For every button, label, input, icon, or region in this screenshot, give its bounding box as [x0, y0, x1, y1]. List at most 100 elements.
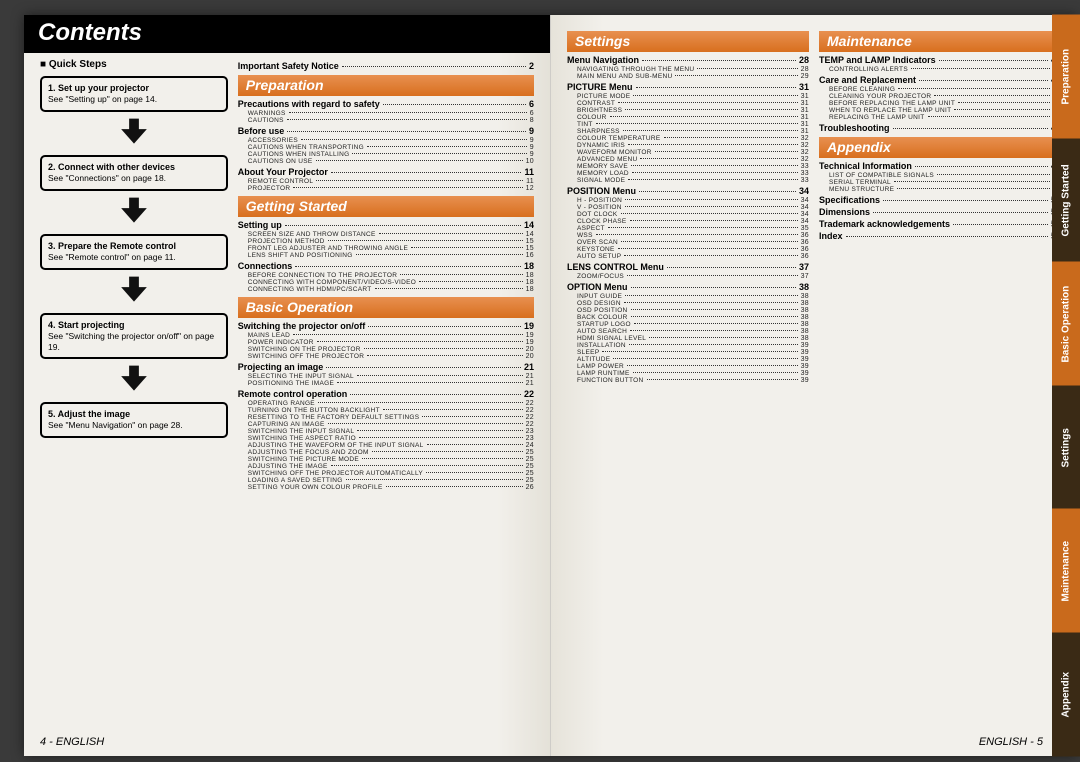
- toc-sub-entry: List of compatible signals45: [829, 172, 1061, 179]
- toc-sub-entry: Resetting to the factory default setting…: [248, 414, 534, 421]
- toc-sub-entry: Switching off the projector20: [248, 353, 534, 360]
- toc-sub-entry: OSD DESIGN38: [577, 300, 809, 307]
- toc-sub-entry: KEYSTONE36: [577, 246, 809, 253]
- toc-sub-entry: Setting your own colour profile26: [248, 484, 534, 491]
- toc-entry: About Your Projector11: [238, 167, 534, 177]
- right-toc-col2: MaintenanceTEMP and LAMP Indicators40Con…: [819, 27, 1061, 384]
- toc-sub-entry: Switching the picture mode25: [248, 456, 534, 463]
- side-tab[interactable]: Appendix: [1052, 633, 1080, 757]
- toc-entry: Dimensions52: [819, 207, 1061, 217]
- toc-sub-entry: DOT CLOCK34: [577, 211, 809, 218]
- quick-steps-title: Quick Steps: [40, 59, 228, 70]
- toc-entry: PICTURE Menu31: [567, 82, 809, 92]
- toc-entry: Projecting an image21: [238, 362, 534, 372]
- toc-sub-entry: BACK COLOUR38: [577, 314, 809, 321]
- toc-sub-entry: Screen size and throw distance14: [248, 231, 534, 238]
- contents-banner: Contents: [24, 15, 550, 53]
- footer-right: ENGLISH - 5: [979, 736, 1043, 748]
- toc-entry: Menu Navigation28: [567, 55, 809, 65]
- toc-entry: Important Safety Notice2: [238, 61, 534, 71]
- side-tab[interactable]: Settings: [1052, 386, 1080, 510]
- toc-sub-entry: INPUT GUIDE38: [577, 293, 809, 300]
- side-tab[interactable]: Preparation: [1052, 15, 1080, 139]
- toc-sub-entry: OSD POSITION38: [577, 307, 809, 314]
- toc-sub-entry: Switching the input signal23: [248, 428, 534, 435]
- toc-entry: Connections18: [238, 261, 534, 271]
- toc-sub-entry: ASPECT35: [577, 225, 809, 232]
- toc-sub-entry: CAUTIONS8: [248, 117, 534, 124]
- toc-sub-entry: Serial terminal46: [829, 179, 1061, 186]
- toc-sub-entry: Navigating through the MENU28: [577, 66, 809, 73]
- toc-sub-entry: Cautions when installing9: [248, 151, 534, 158]
- toc-sub-entry: SIGNAL MODE33: [577, 177, 809, 184]
- toc-sub-entry: ZOOM/FOCUS37: [577, 273, 809, 280]
- side-tab[interactable]: Getting Started: [1052, 139, 1080, 263]
- toc-sub-entry: Before replacing the Lamp unit42: [829, 100, 1061, 107]
- toc-sub-entry: Adjusting the focus and zoom25: [248, 449, 534, 456]
- quick-step-box: 3. Prepare the Remote controlSee "Remote…: [40, 234, 228, 270]
- side-tabs: PreparationGetting StartedBasic Operatio…: [1052, 15, 1080, 756]
- toc-sub-entry: Mains lead19: [248, 332, 534, 339]
- quick-steps-column: Quick Steps 1. Set up your projectorSee …: [40, 59, 228, 491]
- toc-sub-entry: Cleaning your projector41: [829, 93, 1061, 100]
- toc-sub-entry: TINT31: [577, 121, 809, 128]
- toc-sub-entry: Switching off the projector automaticall…: [248, 470, 534, 477]
- quick-step-box: 1. Set up your projectorSee "Setting up"…: [40, 76, 228, 112]
- toc-sub-entry: HDMI SIGNAL LEVEL38: [577, 335, 809, 342]
- footer-left: 4 - ENGLISH: [40, 736, 104, 748]
- toc-sub-entry: INSTALLATION39: [577, 342, 809, 349]
- toc-sub-entry: Before connection to the projector18: [248, 272, 534, 279]
- toc-sub-entry: When to replace the Lamp unit42: [829, 107, 1061, 114]
- toc-sub-entry: WAVEFORM MONITOR32: [577, 149, 809, 156]
- toc-sub-entry: Projection method15: [248, 238, 534, 245]
- toc-entry: Setting up14: [238, 220, 534, 230]
- toc-sub-entry: Menu structure49: [829, 186, 1061, 193]
- toc-sub-entry: COLOUR TEMPERATURE32: [577, 135, 809, 142]
- toc-sub-entry: Cautions on use10: [248, 158, 534, 165]
- toc-entry: Troubleshooting44: [819, 123, 1061, 133]
- section-header: Getting Started: [238, 196, 534, 217]
- toc-entry: Trademark acknowledgements53: [819, 219, 1061, 229]
- section-header: Basic Operation: [238, 297, 534, 318]
- toc-sub-entry: Turning on the button backlight22: [248, 407, 534, 414]
- toc-sub-entry: POWER indicator19: [248, 339, 534, 346]
- toc-sub-entry: Selecting the input signal21: [248, 373, 534, 380]
- toc-entry: Specifications50: [819, 195, 1061, 205]
- toc-entry: Care and Replacement41: [819, 75, 1061, 85]
- toc-sub-entry: PICTURE MODE31: [577, 93, 809, 100]
- toc-sub-entry: COLOUR31: [577, 114, 809, 121]
- section-header: Settings: [567, 31, 809, 52]
- toc-sub-entry: DYNAMIC IRIS32: [577, 142, 809, 149]
- toc-sub-entry: WSS36: [577, 232, 809, 239]
- toc-sub-entry: BRIGHTNESS31: [577, 107, 809, 114]
- toc-sub-entry: Remote control11: [248, 178, 534, 185]
- down-arrow-icon: [40, 116, 228, 151]
- toc-sub-entry: OVER SCAN36: [577, 239, 809, 246]
- toc-sub-entry: Before cleaning41: [829, 86, 1061, 93]
- toc-sub-entry: Loading a saved setting25: [248, 477, 534, 484]
- toc-sub-entry: Front leg adjuster and throwing angle15: [248, 245, 534, 252]
- quick-step-box: 2. Connect with other devicesSee "Connec…: [40, 155, 228, 191]
- toc-sub-entry: Projector12: [248, 185, 534, 192]
- toc-sub-entry: Switching the aspect ratio23: [248, 435, 534, 442]
- right-page: Settings Menu Navigation28Navigating thro…: [551, 15, 1077, 756]
- toc-sub-entry: Adjusting the waveform of the input sign…: [248, 442, 534, 449]
- toc-entry: POSITION Menu34: [567, 186, 809, 196]
- toc-sub-entry: FUNCTION BUTTON39: [577, 377, 809, 384]
- side-tab[interactable]: Basic Operation: [1052, 262, 1080, 386]
- toc-sub-entry: AUTO SEARCH38: [577, 328, 809, 335]
- toc-sub-entry: SHARPNESS31: [577, 128, 809, 135]
- toc-sub-entry: Accessories9: [248, 137, 534, 144]
- side-tab[interactable]: Maintenance: [1052, 509, 1080, 633]
- toc-sub-entry: Positioning the image21: [248, 380, 534, 387]
- toc-entry: LENS CONTROL Menu37: [567, 262, 809, 272]
- toc-sub-entry: CLOCK PHASE34: [577, 218, 809, 225]
- toc-sub-entry: Replacing the lamp unit43: [829, 114, 1061, 121]
- toc-sub-entry: V - POSITION34: [577, 204, 809, 211]
- toc-entry: OPTION Menu38: [567, 282, 809, 292]
- section-header: Appendix: [819, 137, 1061, 158]
- toc-entry: Precautions with regard to safety6: [238, 99, 534, 109]
- toc-entry: Remote control operation22: [238, 389, 534, 399]
- toc-sub-entry: Connecting with COMPONENT/VIDEO/S-VIDEO1…: [248, 279, 534, 286]
- left-page: Contents Quick Steps 1. Set up your proj…: [24, 15, 551, 756]
